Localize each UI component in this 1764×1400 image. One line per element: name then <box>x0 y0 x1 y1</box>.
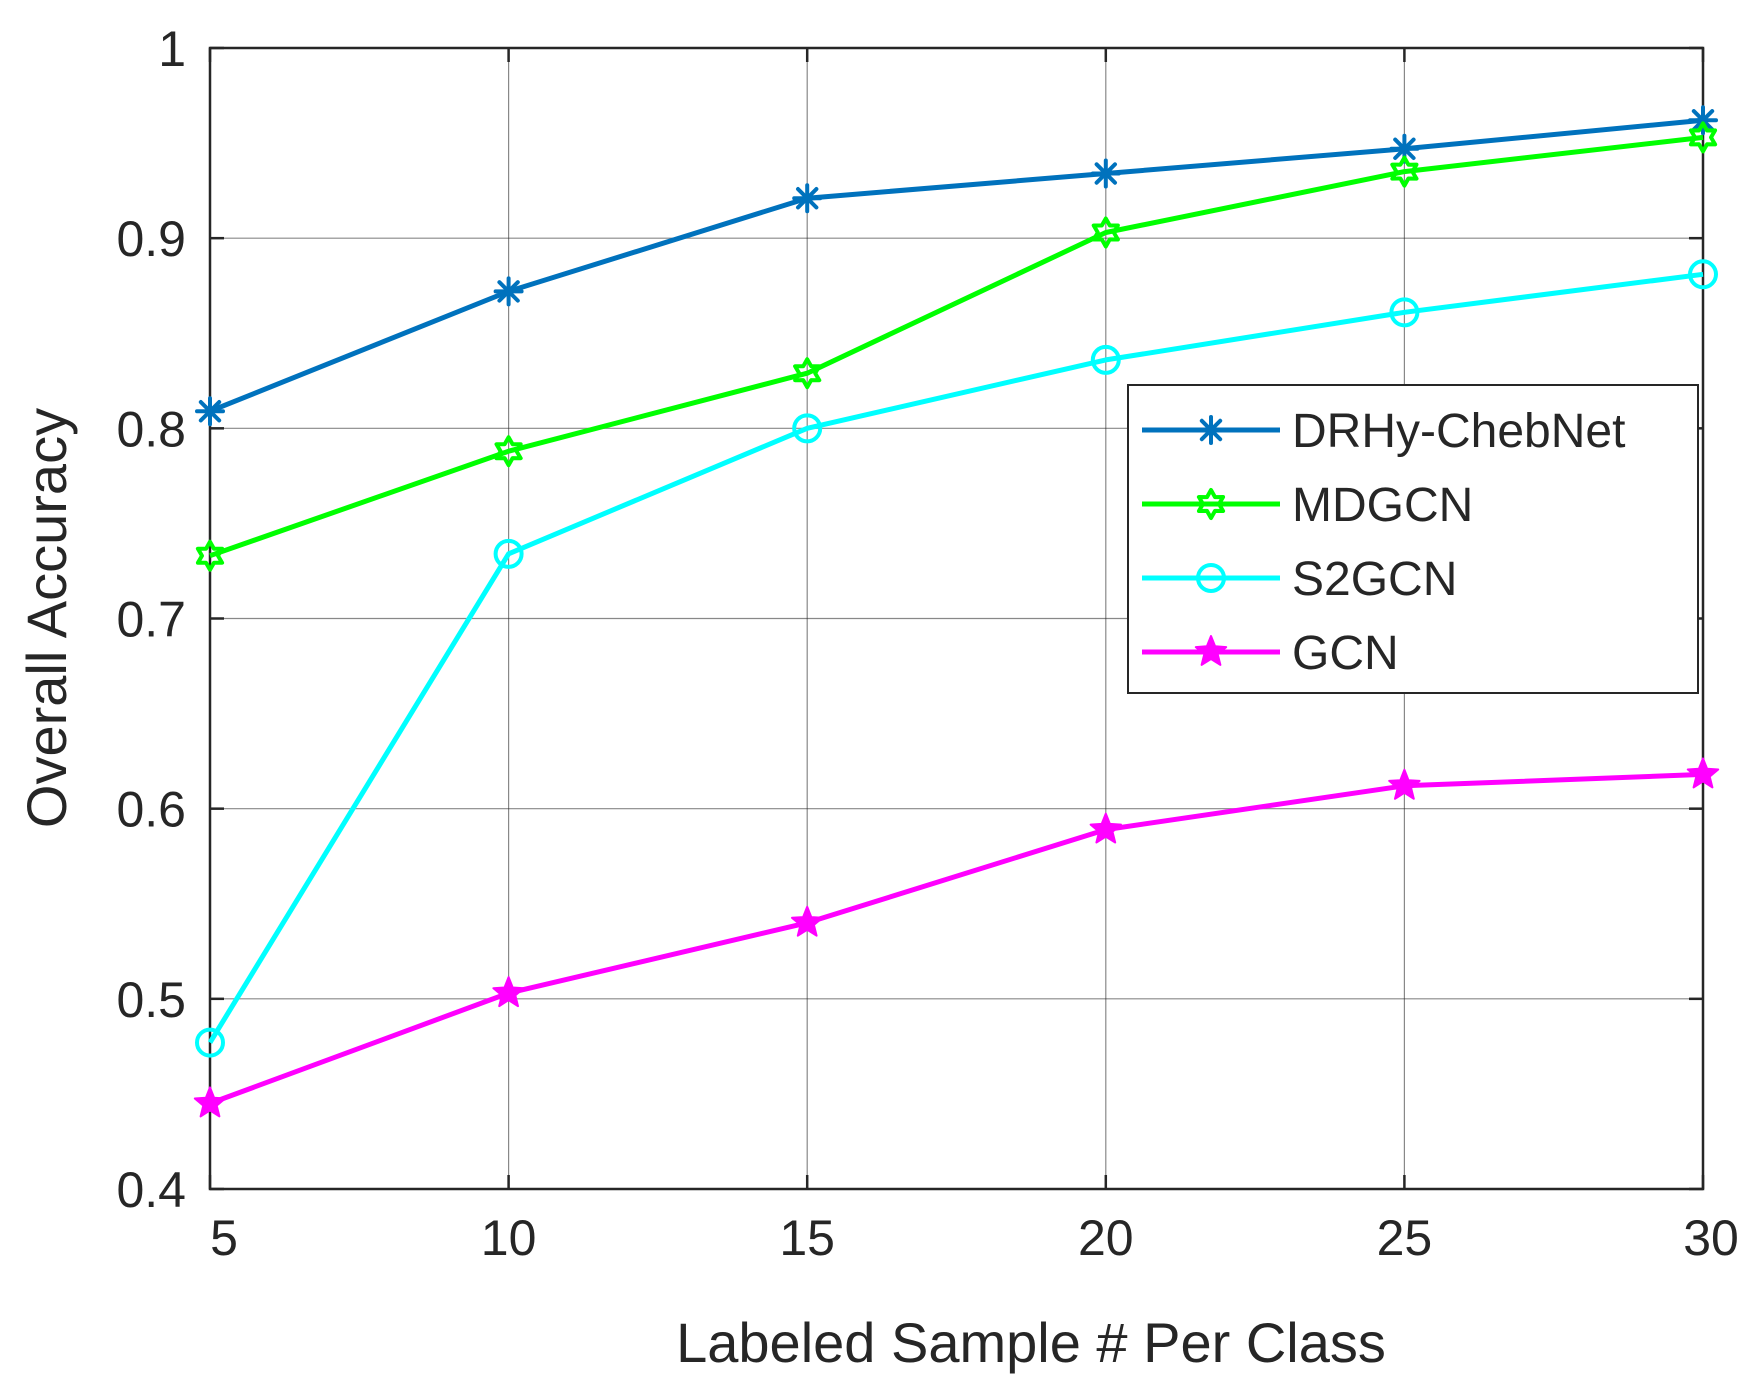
x-axis-title: Labeled Sample # Per Class <box>676 1311 1386 1374</box>
data-point-mdgcn <box>793 357 822 390</box>
y-tick-label: 0.6 <box>116 782 186 838</box>
data-point-mdgcn <box>1688 121 1718 154</box>
series-line-mdgcn <box>209 134 1704 559</box>
data-point-gcn <box>193 1086 227 1118</box>
legend-label: S2GCN <box>1292 553 1457 606</box>
legend-item-gcn: GCN <box>1142 627 1399 680</box>
series-mdgcn <box>195 121 1718 572</box>
data-point-drhy-chebnet-stroke <box>1691 109 1715 132</box>
data-point-drhy-chebnet-stroke <box>497 280 520 303</box>
y-tick-label: 1 <box>158 21 186 77</box>
series-line-gcn <box>209 771 1704 1106</box>
data-point-drhy-chebnet <box>195 396 225 427</box>
series-group <box>193 105 1720 1118</box>
series-line-drhy-chebnet <box>209 117 1704 414</box>
x-tick-label: 25 <box>1377 1210 1433 1266</box>
data-point-s2gcn <box>1389 297 1420 328</box>
legend-item-s2gcn: S2GCN <box>1142 553 1457 606</box>
data-point-drhy-chebnet-stroke <box>1393 137 1416 160</box>
series-drhy-chebnet <box>195 105 1718 427</box>
x-tick-label: 15 <box>779 1210 835 1266</box>
data-point-s2gcn <box>195 1027 225 1058</box>
x-tick-label: 20 <box>1078 1210 1134 1266</box>
series-gcn <box>193 757 1720 1118</box>
data-point-mdgcn <box>1390 155 1419 188</box>
y-tick-label: 0.9 <box>116 211 186 267</box>
data-point-mdgcn <box>494 435 523 468</box>
data-point-drhy-chebnet <box>493 276 524 307</box>
data-point-drhy-chebnet-stroke <box>1094 162 1117 185</box>
y-axis-title: Overall Accuracy <box>15 408 78 828</box>
data-point-drhy-chebnet <box>1090 158 1121 189</box>
x-tick-label: 5 <box>210 1210 238 1266</box>
x-tick-label: 30 <box>1683 1210 1739 1266</box>
data-point-s2gcn <box>1688 259 1718 290</box>
data-point-gcn <box>791 905 824 937</box>
y-tick-label: 0.8 <box>116 401 186 457</box>
legend-item-drhy-chebnet: DRHy-ChebNet <box>1142 405 1625 458</box>
data-point-s2gcn <box>493 538 524 569</box>
data-point-drhy-chebnet-stroke <box>198 400 222 423</box>
data-point-drhy-chebnet <box>1688 105 1718 136</box>
series-line-s2gcn <box>207 271 1704 1044</box>
legend-label: DRHy-ChebNet <box>1292 405 1625 458</box>
y-tick-label: 0.4 <box>116 1162 186 1218</box>
legend-box <box>1127 384 1699 694</box>
y-tick-label: 0.7 <box>116 592 186 648</box>
legend-marker <box>1196 415 1226 445</box>
legend-item-mdgcn: MDGCN <box>1142 479 1473 532</box>
data-point-gcn <box>1089 812 1122 844</box>
data-point-s2gcn <box>1090 344 1121 375</box>
data-point-drhy-chebnet <box>792 183 823 214</box>
legend-label: MDGCN <box>1292 479 1473 532</box>
data-point-mdgcn <box>1091 216 1120 249</box>
data-point-mdgcn <box>195 539 225 572</box>
legend-marker <box>1196 563 1226 593</box>
series-s2gcn <box>195 259 1718 1058</box>
data-point-s2gcn <box>792 413 823 444</box>
data-point-gcn <box>1388 768 1421 800</box>
legend-marker <box>1196 488 1226 520</box>
legend-label: GCN <box>1292 627 1399 680</box>
ticks: 5 10 15 20 25 30 0.4 0.5 0.6 0.7 0.8 0.9 1 <box>116 21 1738 1266</box>
y-tick-label: 0.5 <box>116 972 186 1028</box>
legend-marker-stroke <box>1199 418 1223 442</box>
legend: DRHy-ChebNet MDGCN S2GCN GCN <box>1127 384 1699 694</box>
data-point-gcn <box>1686 757 1720 789</box>
x-tick-label: 10 <box>481 1210 537 1266</box>
data-point-drhy-chebnet-stroke <box>796 187 819 210</box>
data-point-gcn <box>492 976 525 1008</box>
legend-marker <box>1194 635 1228 666</box>
